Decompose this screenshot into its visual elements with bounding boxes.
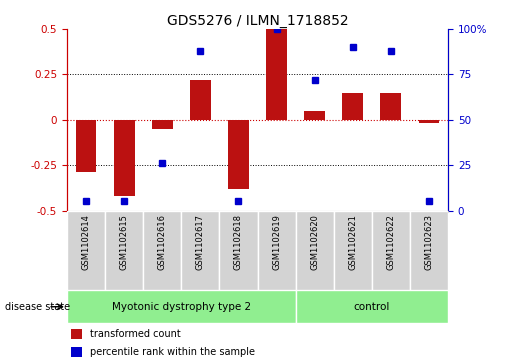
Bar: [419, 120, 439, 123]
Bar: [372, 211, 410, 290]
Bar: [114, 120, 134, 196]
Text: GSM1102621: GSM1102621: [348, 214, 357, 270]
Bar: [67, 290, 296, 323]
Bar: [296, 211, 334, 290]
Text: GSM1102616: GSM1102616: [158, 214, 167, 270]
Bar: [76, 120, 96, 172]
Bar: [190, 80, 211, 120]
Bar: [381, 93, 401, 120]
Text: GSM1102617: GSM1102617: [196, 214, 205, 270]
Text: GSM1102618: GSM1102618: [234, 214, 243, 270]
Text: GSM1102614: GSM1102614: [81, 214, 91, 270]
Bar: [143, 211, 181, 290]
Text: GSM1102615: GSM1102615: [119, 214, 129, 270]
Bar: [181, 211, 219, 290]
Text: disease state: disease state: [5, 302, 70, 312]
Bar: [71, 329, 82, 339]
Bar: [334, 211, 372, 290]
Bar: [342, 93, 363, 120]
Text: GSM1102619: GSM1102619: [272, 214, 281, 270]
Text: control: control: [354, 302, 390, 312]
Bar: [304, 111, 325, 120]
Text: GSM1102623: GSM1102623: [424, 214, 434, 270]
Bar: [228, 120, 249, 189]
Text: percentile rank within the sample: percentile rank within the sample: [90, 347, 255, 357]
Text: GSM1102620: GSM1102620: [310, 214, 319, 270]
Bar: [266, 29, 287, 120]
Bar: [258, 211, 296, 290]
Bar: [71, 347, 82, 357]
Bar: [152, 120, 173, 129]
Text: Myotonic dystrophy type 2: Myotonic dystrophy type 2: [112, 302, 251, 312]
Text: GSM1102622: GSM1102622: [386, 214, 396, 270]
Bar: [105, 211, 143, 290]
Bar: [219, 211, 258, 290]
Bar: [67, 211, 105, 290]
Text: transformed count: transformed count: [90, 329, 181, 339]
Bar: [410, 211, 448, 290]
Bar: [296, 290, 448, 323]
Title: GDS5276 / ILMN_1718852: GDS5276 / ILMN_1718852: [167, 14, 348, 28]
